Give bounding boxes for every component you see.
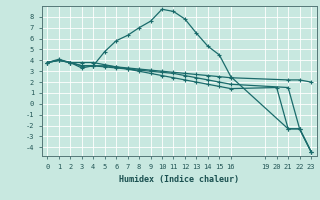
X-axis label: Humidex (Indice chaleur): Humidex (Indice chaleur) (119, 175, 239, 184)
